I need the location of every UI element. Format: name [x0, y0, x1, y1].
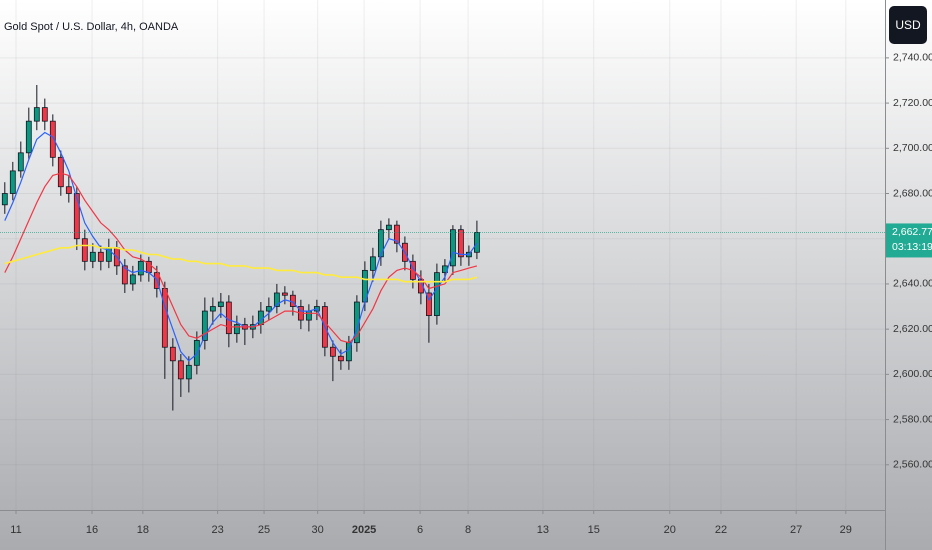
candle-body	[393, 224, 400, 244]
y-tick-label: 2,700.000	[893, 142, 932, 154]
candle-body	[17, 152, 24, 172]
candle-body	[81, 238, 88, 262]
candle-body	[233, 324, 240, 335]
last-price-label: 2,662.775	[892, 226, 932, 238]
x-tick-label: 8	[465, 524, 471, 536]
candle-body	[33, 107, 40, 122]
candle-body	[369, 256, 376, 271]
y-tick-label: 2,680.000	[893, 187, 932, 199]
candle-body	[41, 107, 48, 122]
candle-body	[9, 170, 16, 194]
candle-body	[329, 346, 336, 357]
moving-average-line	[4, 131, 478, 362]
x-tick-label: 29	[840, 524, 852, 536]
candle-body	[217, 301, 224, 307]
plot-area	[0, 85, 885, 411]
candle-body	[209, 306, 216, 312]
candle-body	[121, 265, 128, 285]
y-tick-label: 2,740.000	[893, 52, 932, 64]
candle-body	[57, 156, 64, 188]
candle-body	[137, 260, 144, 276]
candle-body	[185, 364, 192, 380]
x-tick-label: 2025	[352, 524, 376, 536]
x-tick-label: 6	[417, 524, 423, 536]
candle-body	[169, 346, 176, 362]
candle-body	[97, 251, 104, 262]
y-tick-label: 2,600.000	[893, 368, 932, 380]
candle-body	[425, 292, 432, 316]
x-tick-label: 15	[588, 524, 600, 536]
candle-body	[89, 251, 96, 262]
y-tick-label: 2,620.000	[893, 323, 932, 335]
candle-body	[129, 274, 136, 285]
candle-body	[305, 310, 312, 321]
candle-body	[458, 229, 464, 258]
countdown-label: 03:13:19	[892, 241, 932, 253]
candle-body	[257, 310, 264, 326]
chart-title: Gold Spot / U.S. Dollar, 4h, OANDA	[4, 21, 179, 33]
candle-body	[273, 292, 280, 307]
candle-body	[474, 232, 480, 253]
y-tick-label: 2,580.000	[893, 413, 932, 425]
candle-body	[265, 306, 272, 312]
candle-body	[49, 120, 56, 158]
candle-body	[385, 224, 392, 231]
candle-body	[377, 229, 384, 258]
x-tick-label: 25	[258, 524, 270, 536]
currency-label[interactable]: USD	[895, 18, 921, 32]
moving-average-line	[4, 244, 478, 283]
candle-body	[73, 193, 80, 240]
y-tick-label: 2,560.000	[893, 459, 932, 471]
candle-body	[337, 355, 344, 362]
candle-body	[25, 120, 32, 154]
currency-button[interactable]	[889, 6, 927, 44]
x-tick-label: 16	[86, 524, 98, 536]
x-tick-label: 30	[312, 524, 324, 536]
y-tick-label: 2,640.000	[893, 278, 932, 290]
grid	[0, 0, 885, 510]
candle-body	[65, 186, 72, 194]
x-tick-label: 11	[10, 524, 21, 536]
candle-body	[201, 310, 208, 341]
last-price-box	[886, 223, 932, 258]
candle-body	[161, 288, 168, 348]
x-tick-label: 23	[212, 524, 224, 536]
candle-body	[433, 272, 440, 316]
candle-body	[1, 193, 8, 206]
x-tick-label: 20	[664, 524, 676, 536]
x-tick-label: 27	[790, 524, 802, 536]
candle-body	[281, 292, 288, 296]
candle-body	[177, 360, 184, 380]
y-tick-label: 2,720.000	[893, 97, 932, 109]
candle-body	[450, 229, 456, 267]
x-tick-label: 22	[715, 524, 727, 536]
x-tick-label: 13	[537, 524, 549, 536]
moving-average-line	[4, 172, 478, 344]
x-tick-label: 18	[137, 524, 149, 536]
